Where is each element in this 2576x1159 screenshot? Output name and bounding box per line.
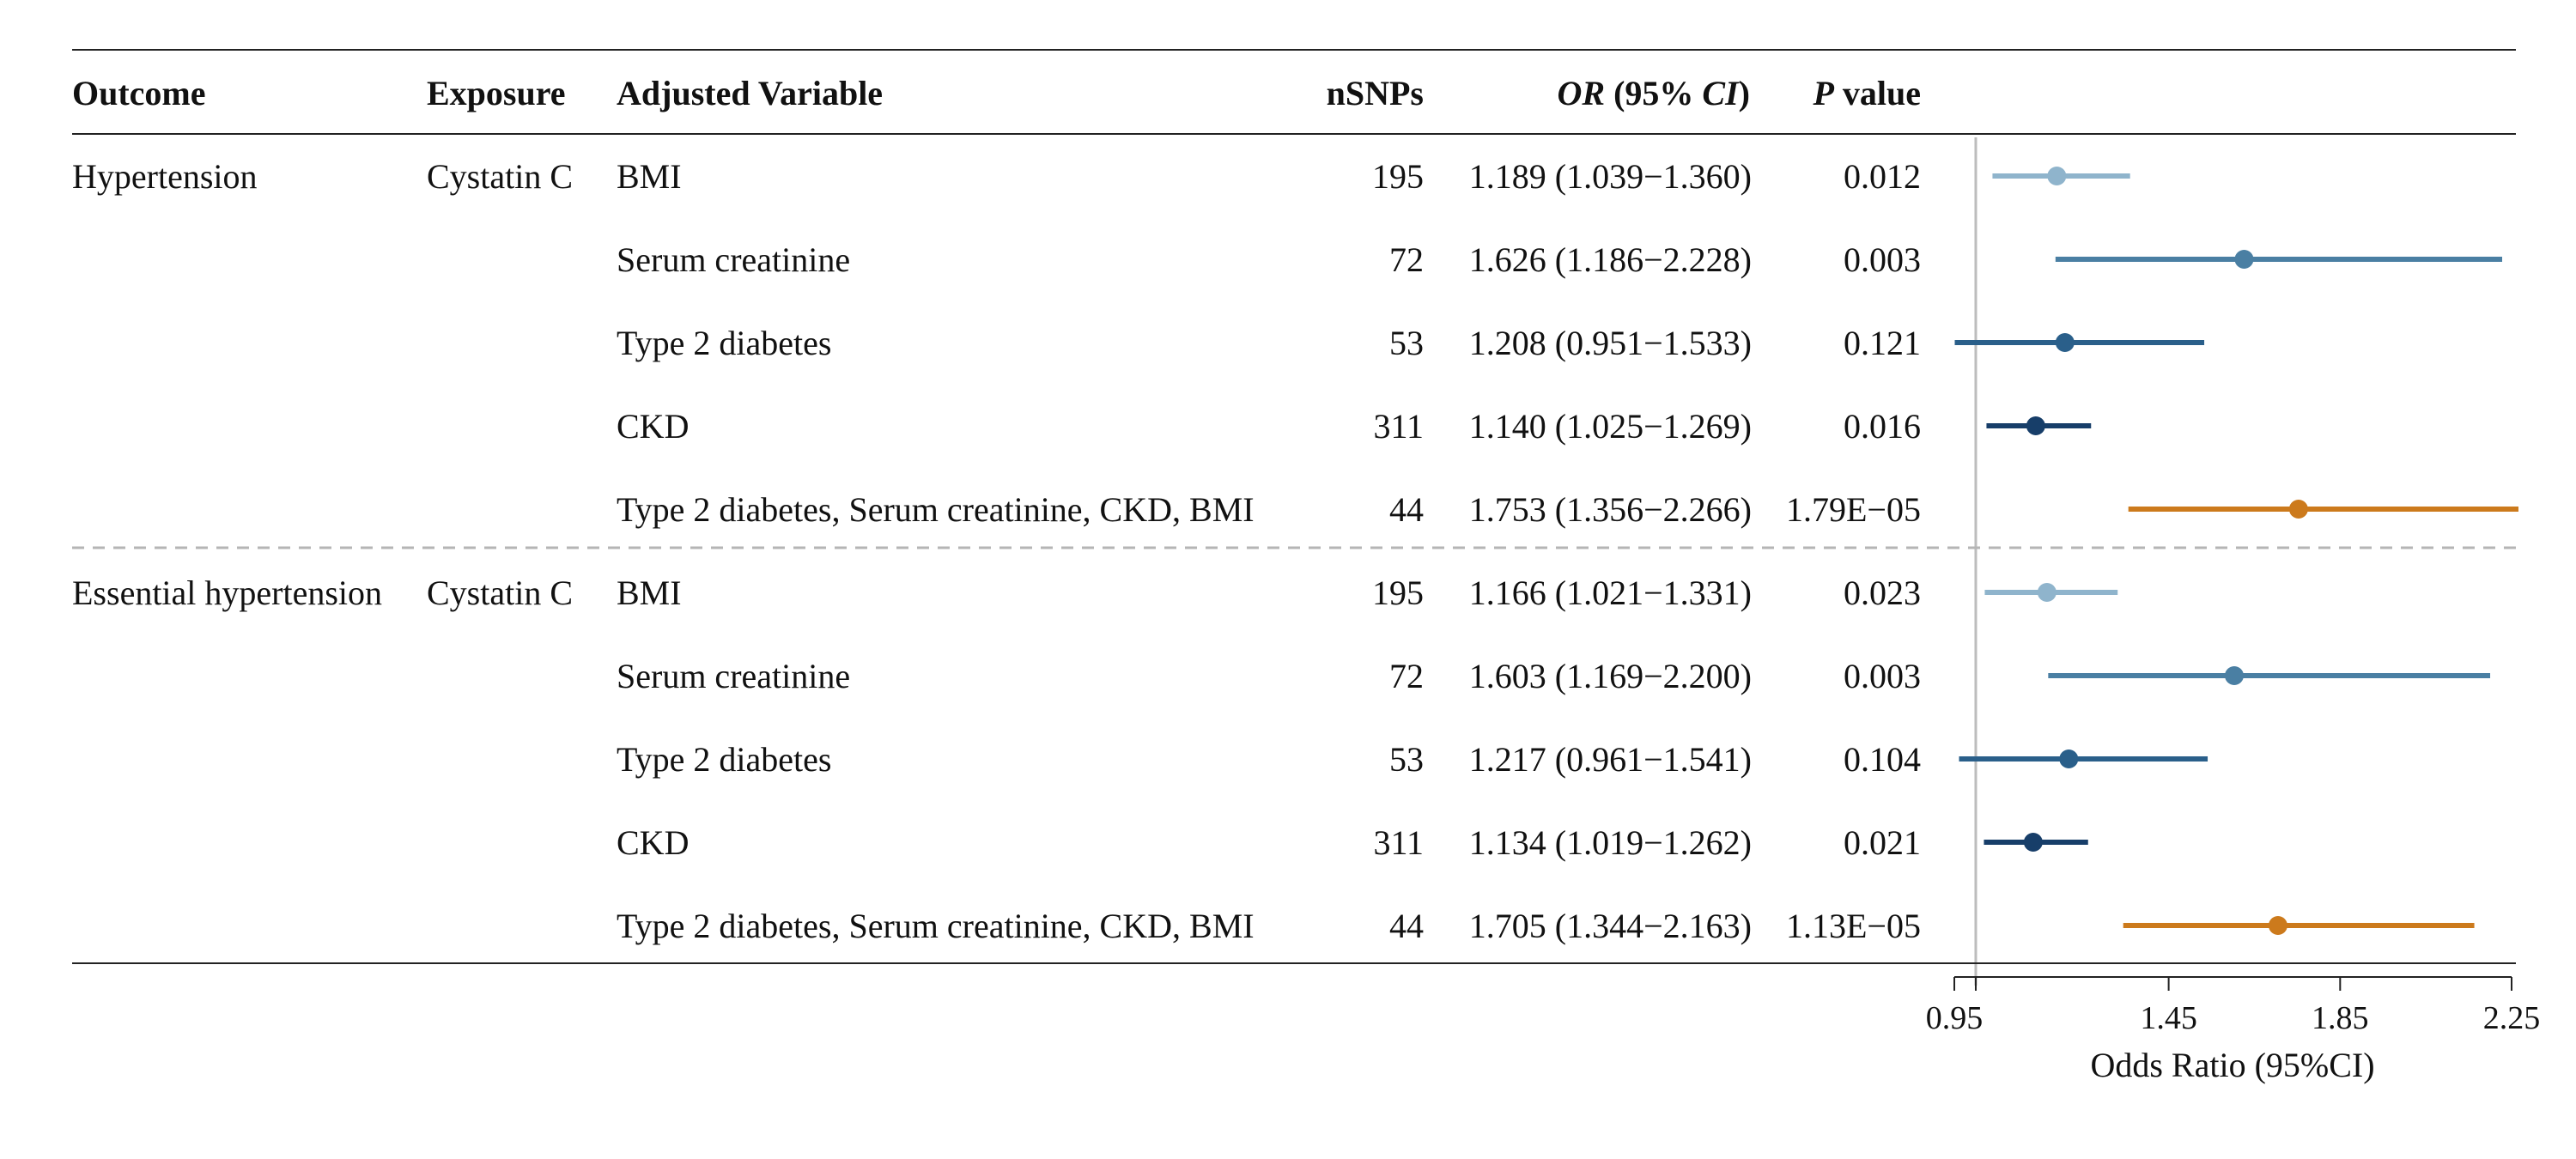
- or-point: [2234, 250, 2254, 269]
- header-exposure: Exposure: [427, 74, 566, 112]
- nsnps-cell: 195: [1372, 573, 1424, 612]
- or-point: [2026, 416, 2045, 435]
- header-or-italic: OR: [1558, 74, 1606, 112]
- header-adjusted-variable: Adjusted Variable: [617, 74, 883, 112]
- header-p-rest: value: [1834, 74, 1921, 112]
- table-row: Essential hypertension Cystatin C BMI 195 1.…: [72, 573, 1921, 612]
- table-row: Type 2 diabetes 53 1.208 (0.951−1.533) 0.12…: [617, 324, 1921, 362]
- x-tick-label: 1.45: [2140, 1000, 2197, 1036]
- p-value-cell: 0.104: [1844, 740, 1921, 779]
- p-value-cell: 0.021: [1844, 823, 1921, 862]
- table-row: CKD 311 1.140 (1.025−1.269) 0.016: [617, 407, 1921, 446]
- p-value-cell: 0.023: [1844, 573, 1921, 612]
- x-axis: 0.95 1.45 1.85 2.25: [1926, 976, 2541, 1036]
- header-p-italic: P: [1812, 74, 1834, 112]
- adjusted-variable-cell: CKD: [617, 823, 689, 862]
- adjusted-variable-cell: Type 2 diabetes: [617, 324, 831, 362]
- or-point: [2023, 833, 2043, 852]
- header-or-ci: OR (95% CI): [1558, 74, 1750, 112]
- nsnps-cell: 195: [1372, 157, 1424, 196]
- adjusted-variable-cell: Type 2 diabetes: [617, 740, 831, 779]
- or-ci-cell: 1.140 (1.025−1.269): [1469, 407, 1752, 446]
- adjusted-variable-cell: Serum creatinine: [617, 240, 850, 279]
- p-value-cell: 0.121: [1844, 324, 1921, 362]
- table-row: Serum creatinine 72 1.626 (1.186−2.228) 0.0…: [617, 240, 1921, 279]
- table-row: Hypertension Cystatin C BMI 195 1.189 (1.039…: [72, 157, 1921, 196]
- or-point: [2055, 333, 2075, 352]
- table-row: Serum creatinine 72 1.603 (1.169−2.200) 0.0…: [617, 657, 1921, 695]
- outcome-cell: Essential hypertension: [72, 573, 382, 612]
- exposure-cell: Cystatin C: [427, 157, 573, 196]
- adjusted-variable-cell: BMI: [617, 157, 682, 196]
- nsnps-cell: 311: [1373, 407, 1424, 446]
- header-ci-italic: CI: [1702, 74, 1740, 112]
- or-ci-cell: 1.189 (1.039−1.360): [1469, 157, 1752, 196]
- table-row: Type 2 diabetes, Serum creatinine, CKD, …: [617, 907, 1921, 945]
- adjusted-variable-cell: Serum creatinine: [617, 657, 850, 695]
- exposure-cell: Cystatin C: [427, 573, 573, 612]
- p-value-cell: 0.003: [1844, 657, 1921, 695]
- or-point: [2037, 583, 2057, 602]
- nsnps-cell: 72: [1389, 657, 1424, 695]
- adjusted-variable-cell: BMI: [617, 573, 682, 612]
- header-or-paren-close: ): [1739, 74, 1750, 112]
- adjusted-variable-cell: CKD: [617, 407, 689, 446]
- nsnps-cell: 44: [1389, 490, 1424, 529]
- or-point: [2047, 167, 2067, 185]
- or-point: [2059, 749, 2079, 768]
- or-ci-cell: 1.603 (1.169−2.200): [1469, 657, 1752, 695]
- nsnps-cell: 44: [1389, 907, 1424, 945]
- p-value-cell: 1.13E−05: [1786, 907, 1921, 945]
- x-axis-label: Odds Ratio (95%CI): [2090, 1046, 2374, 1084]
- or-ci-cell: 1.166 (1.021−1.331): [1469, 573, 1752, 612]
- or-point: [2288, 500, 2308, 519]
- header-nsnps: nSNPs: [1327, 74, 1424, 112]
- p-value-cell: 0.003: [1844, 240, 1921, 279]
- adjusted-variable-cell: Type 2 diabetes, Serum creatinine, CKD, …: [617, 907, 1255, 945]
- p-value-cell: 0.016: [1844, 407, 1921, 446]
- table-row: Type 2 diabetes, Serum creatinine, CKD, …: [617, 490, 1921, 529]
- header-p-value: P value: [1812, 74, 1921, 112]
- outcome-cell: Hypertension: [72, 157, 258, 196]
- table-rows: Hypertension Cystatin C BMI 195 1.189 (1.039…: [72, 157, 1921, 945]
- adjusted-variable-cell: Type 2 diabetes, Serum creatinine, CKD, …: [617, 490, 1255, 529]
- or-ci-cell: 1.217 (0.961−1.541): [1469, 740, 1752, 779]
- header-outcome: Outcome: [72, 74, 206, 112]
- x-tick-label: 1.85: [2312, 1000, 2369, 1036]
- p-value-cell: 1.79E−05: [1786, 490, 1921, 529]
- plot-area: [1954, 137, 2518, 986]
- x-tick-label: 2.25: [2483, 1000, 2541, 1036]
- nsnps-cell: 53: [1389, 324, 1424, 362]
- or-point: [2268, 916, 2287, 935]
- or-point: [2224, 666, 2244, 685]
- table-row: CKD 311 1.134 (1.019−1.262) 0.021: [617, 823, 1921, 862]
- x-tick-label: 0.95: [1926, 1000, 1984, 1036]
- or-ci-cell: 1.208 (0.951−1.533): [1469, 324, 1752, 362]
- or-ci-cell: 1.705 (1.344−2.163): [1469, 907, 1752, 945]
- nsnps-cell: 72: [1389, 240, 1424, 279]
- or-ci-cell: 1.134 (1.019−1.262): [1469, 823, 1752, 862]
- p-value-cell: 0.012: [1844, 157, 1921, 196]
- header-or-paren-open: (95%: [1605, 74, 1702, 112]
- nsnps-cell: 311: [1373, 823, 1424, 862]
- table-row: Type 2 diabetes 53 1.217 (0.961−1.541) 0.10…: [617, 740, 1921, 779]
- or-ci-cell: 1.753 (1.356−2.266): [1469, 490, 1752, 529]
- nsnps-cell: 53: [1389, 740, 1424, 779]
- or-ci-cell: 1.626 (1.186−2.228): [1469, 240, 1752, 279]
